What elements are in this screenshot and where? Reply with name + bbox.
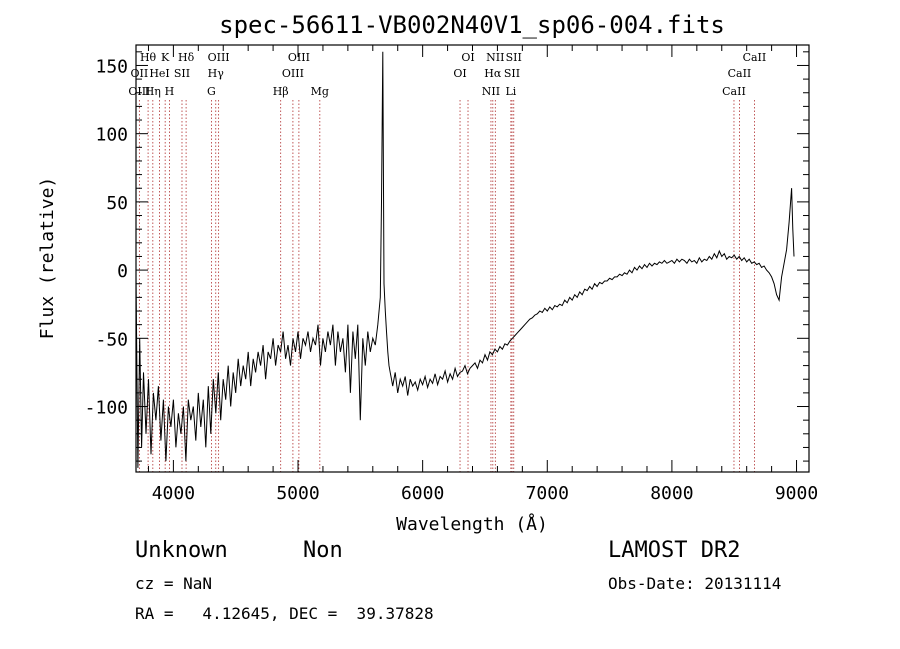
x-axis-ticks: 4000 5000 6000 7000 8000 9000 <box>147 45 818 504</box>
line-label: SII <box>506 51 522 64</box>
line-label: H <box>165 85 175 98</box>
x-tick-label: 9000 <box>775 483 818 504</box>
spectral-line-labels: Hθ OII OIII K HeI Hη Hδ SII H OIII Hγ G OIII OIII Hβ Mg… <box>128 51 766 98</box>
line-label: Hθ <box>140 51 157 64</box>
y-tick-label: 50 <box>106 193 128 214</box>
line-label: Mg <box>311 85 329 98</box>
spectrum-layer <box>135 51 795 468</box>
x-tick-label: 8000 <box>650 483 693 504</box>
line-label: OIII <box>208 51 230 64</box>
line-label: CaII <box>722 85 746 98</box>
line-label: OIII <box>282 67 304 80</box>
line-label: Hα <box>484 67 502 80</box>
y-tick-label: -100 <box>85 398 128 419</box>
x-tick-label: 4000 <box>152 483 195 504</box>
ra-dec: RA = 4.12645, DEC = 39.37828 <box>135 604 434 623</box>
line-label: CaII <box>743 51 767 64</box>
object-class: Unknown <box>135 538 228 563</box>
y-axis-label: Flux (relative) <box>37 177 58 340</box>
survey-name: LAMOST DR2 <box>608 538 741 563</box>
line-label: Hγ <box>208 67 225 80</box>
chart-title: spec-56611-VB002N40V1_sp06-004.fits <box>219 11 725 39</box>
line-label: OII <box>131 67 149 80</box>
line-label: K <box>161 51 170 64</box>
line-label: NII <box>486 51 504 64</box>
spectrum-line <box>135 51 795 468</box>
line-label: Hη <box>145 85 161 98</box>
x-tick-label: 6000 <box>401 483 444 504</box>
redshift-cz: cz = NaN <box>135 574 213 593</box>
line-label: Li <box>505 85 516 98</box>
line-label: OIII <box>128 85 150 98</box>
x-axis-label: Wavelength (Å) <box>396 513 548 535</box>
obs-date: Obs-Date: 20131114 <box>608 574 782 593</box>
line-label: Hβ <box>273 85 289 98</box>
line-label: G <box>207 85 216 98</box>
line-label: OI <box>461 51 474 64</box>
line-label: Hδ <box>178 51 195 64</box>
y-tick-label: 100 <box>95 125 128 146</box>
line-label: SII <box>504 67 520 80</box>
x-tick-label: 5000 <box>276 483 319 504</box>
object-subclass: Non <box>303 538 343 563</box>
line-label: NII <box>482 85 500 98</box>
y-tick-label: 150 <box>95 56 128 77</box>
line-label: SII <box>174 67 190 80</box>
line-label: OI <box>453 67 466 80</box>
x-tick-label: 7000 <box>526 483 569 504</box>
y-tick-label: 0 <box>117 261 128 282</box>
line-label: CaII <box>728 67 752 80</box>
line-label: OIII <box>288 51 310 64</box>
y-axis-ticks: -100 -50 0 50 100 150 <box>85 51 809 462</box>
y-tick-label: -50 <box>95 329 128 350</box>
line-label: HeI <box>149 67 169 80</box>
spectral-line-markers <box>138 100 755 472</box>
